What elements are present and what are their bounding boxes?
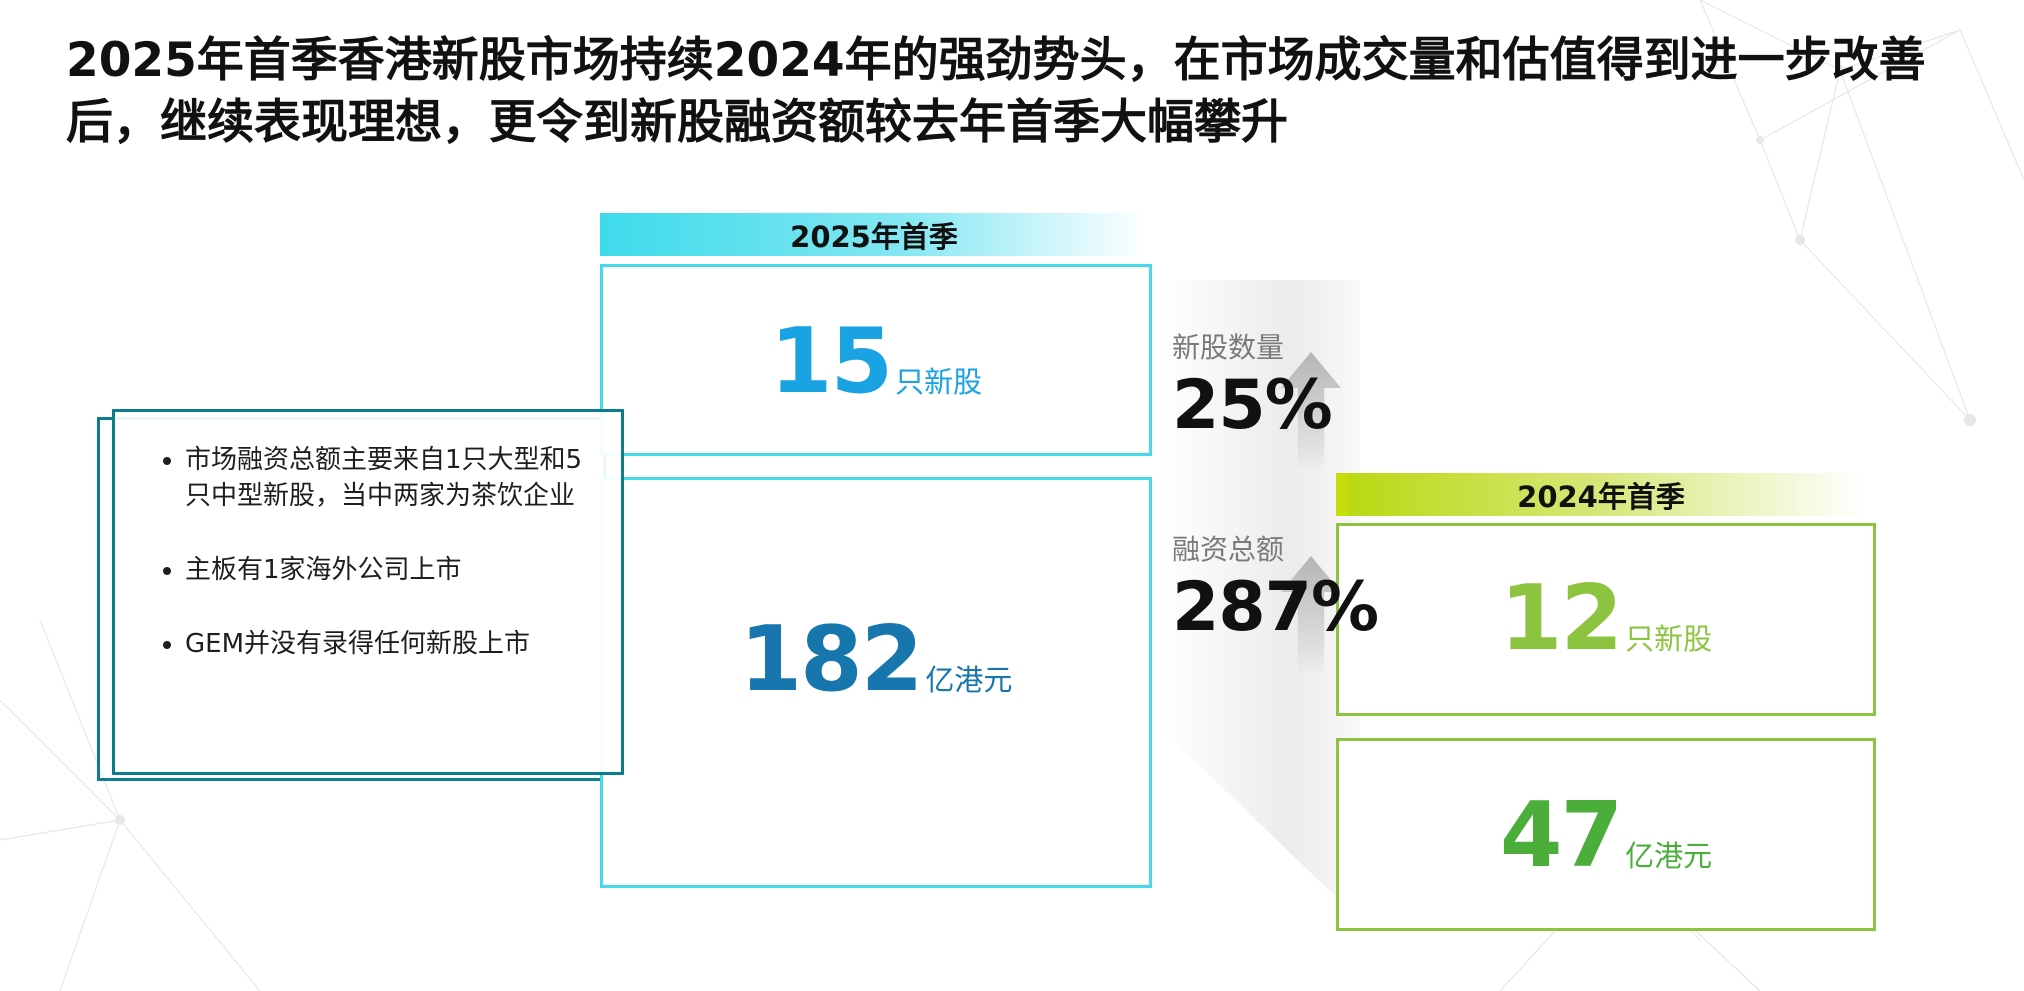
q1-2025-header: 2025年首季 <box>600 213 1148 256</box>
q1-2024-funds-card: 47 亿港元 <box>1336 738 1876 931</box>
slide-title: 2025年首季香港新股市场持续2024年的强劲势头，在市场成交量和估值得到进一步… <box>66 33 1926 150</box>
q1-2025-ipo-count-unit: 只新股 <box>895 365 983 399</box>
note-item: 主板有1家海外公司上市 <box>185 552 601 588</box>
q1-2024-header-tab <box>1336 473 1348 516</box>
q1-2025-ipo-count-card: 15 只新股 <box>600 264 1152 456</box>
q1-2024-ipo-count-unit: 只新股 <box>1625 622 1713 656</box>
notes-panel: 市场融资总额主要来自1只大型和5只中型新股，当中两家为茶饮企业 主板有1家海外公… <box>112 409 624 775</box>
q1-2025-funds-card: 182 亿港元 <box>600 477 1152 888</box>
funds-growth: 融资总额 287% <box>1172 530 1379 650</box>
q1-2024-funds-unit: 亿港元 <box>1625 839 1713 873</box>
notes-list: 市场融资总额主要来自1只大型和5只中型新股，当中两家为茶饮企业 主板有1家海外公… <box>115 412 621 662</box>
q1-2025-funds-value: 182 <box>739 607 924 712</box>
ipo-count-growth: 新股数量 25% <box>1172 328 1333 448</box>
funds-growth-label: 融资总额 <box>1172 533 1285 566</box>
q1-2025-ipo-count-value: 15 <box>769 309 893 414</box>
q1-2025-funds-unit: 亿港元 <box>925 663 1013 697</box>
note-item: GEM并没有录得任何新股上市 <box>185 626 601 662</box>
funds-growth-value: 287% <box>1172 568 1379 647</box>
q1-2024-ipo-count-card: 12 只新股 <box>1336 523 1876 716</box>
q1-2024-ipo-count-value: 12 <box>1499 566 1623 671</box>
q1-2024-header: 2024年首季 <box>1336 473 1866 516</box>
q1-2024-funds-value: 47 <box>1499 783 1623 888</box>
ipo-count-growth-value: 25% <box>1172 366 1333 445</box>
note-item: 市场融资总额主要来自1只大型和5只中型新股，当中两家为茶饮企业 <box>185 442 601 514</box>
ipo-count-growth-label: 新股数量 <box>1172 331 1285 364</box>
